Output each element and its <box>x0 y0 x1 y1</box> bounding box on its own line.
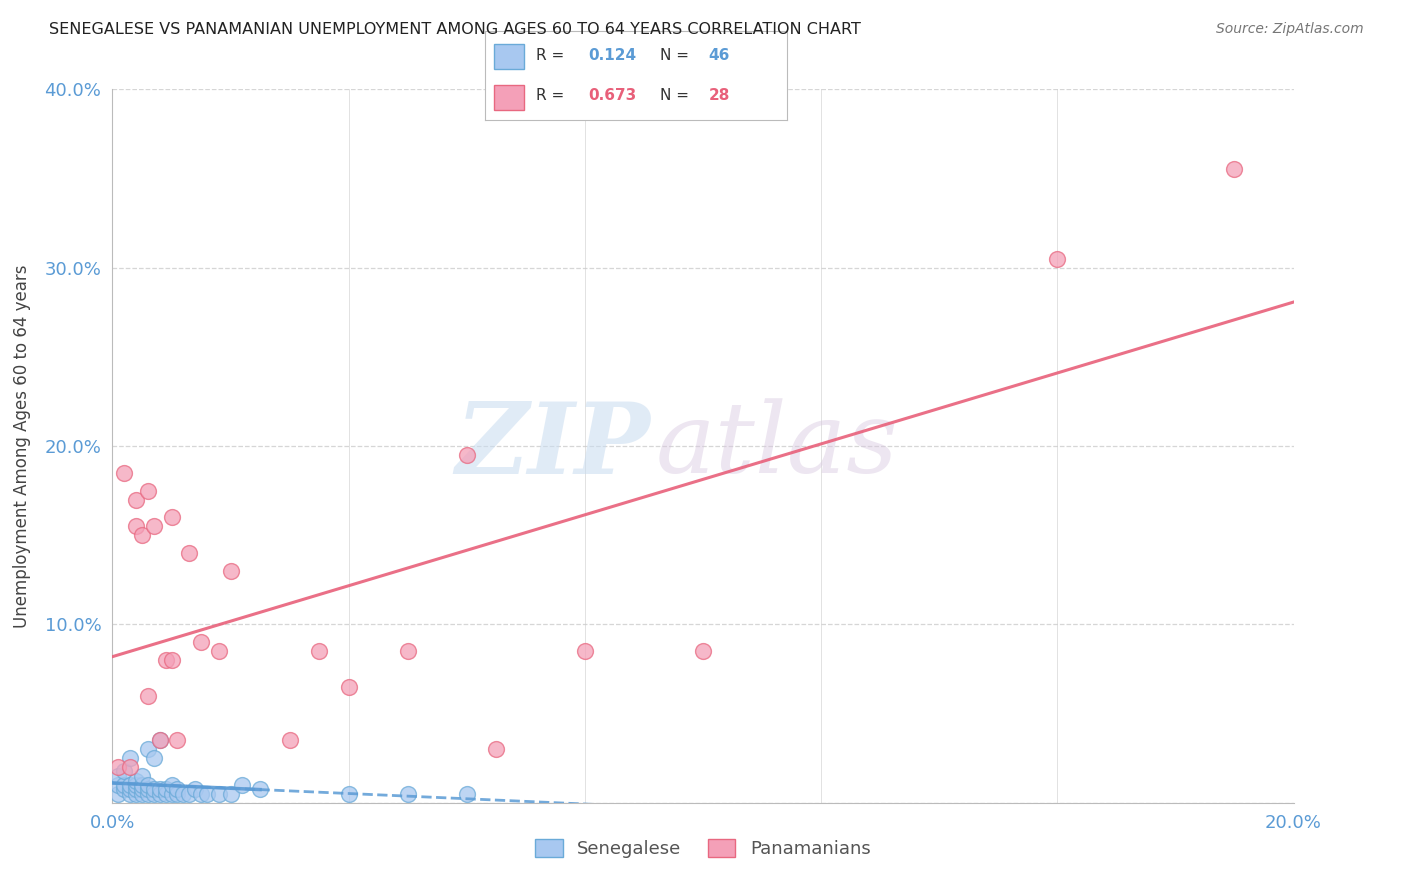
Point <box>125 781 148 796</box>
Point <box>112 764 135 778</box>
Text: Source: ZipAtlas.com: Source: ZipAtlas.com <box>1216 22 1364 37</box>
Point <box>166 733 188 747</box>
Text: R =: R = <box>537 88 569 103</box>
Point <box>149 781 172 796</box>
Text: 46: 46 <box>709 48 730 62</box>
Point <box>149 733 172 747</box>
Point <box>136 483 159 498</box>
Point <box>142 787 165 801</box>
Point <box>131 781 153 796</box>
Point <box>136 781 159 796</box>
Point <box>120 760 142 774</box>
Point <box>160 653 183 667</box>
Point <box>456 787 478 801</box>
Point <box>136 787 159 801</box>
Point <box>120 787 142 801</box>
Point <box>249 781 271 796</box>
Point <box>337 787 360 801</box>
Point <box>131 778 153 792</box>
Legend: Senegalese, Panamanians: Senegalese, Panamanians <box>529 831 877 865</box>
Point <box>149 787 172 801</box>
Point <box>190 787 212 801</box>
Text: 0.673: 0.673 <box>588 88 636 103</box>
Point <box>308 644 330 658</box>
Point <box>125 778 148 792</box>
Point <box>131 528 153 542</box>
Point <box>125 787 148 801</box>
Point <box>142 751 165 765</box>
Point <box>456 448 478 462</box>
Text: R =: R = <box>537 48 569 62</box>
Text: ZIP: ZIP <box>456 398 650 494</box>
Text: 0.124: 0.124 <box>588 48 636 62</box>
Point <box>155 781 177 796</box>
Point <box>160 510 183 524</box>
Point <box>190 635 212 649</box>
Point <box>208 787 231 801</box>
FancyBboxPatch shape <box>494 44 524 69</box>
Point <box>155 653 177 667</box>
Point <box>142 781 165 796</box>
Point <box>208 644 231 658</box>
Point <box>107 760 129 774</box>
Point <box>107 778 129 792</box>
Point <box>131 769 153 783</box>
Point <box>125 519 148 533</box>
Point <box>112 781 135 796</box>
Point <box>112 778 135 792</box>
Text: atlas: atlas <box>655 399 898 493</box>
Point <box>136 689 159 703</box>
Point <box>125 774 148 789</box>
Point <box>136 742 159 756</box>
Point <box>142 519 165 533</box>
Point <box>1223 162 1246 177</box>
FancyBboxPatch shape <box>494 85 524 110</box>
Point <box>1046 252 1069 266</box>
Point <box>172 787 194 801</box>
Point <box>396 787 419 801</box>
Point <box>166 781 188 796</box>
Point <box>219 787 242 801</box>
Text: 28: 28 <box>709 88 730 103</box>
Point <box>107 769 129 783</box>
Point <box>155 787 177 801</box>
Point <box>131 787 153 801</box>
Point <box>195 787 218 801</box>
Point <box>136 778 159 792</box>
Point <box>112 466 135 480</box>
Point <box>278 733 301 747</box>
Text: SENEGALESE VS PANAMANIAN UNEMPLOYMENT AMONG AGES 60 TO 64 YEARS CORRELATION CHAR: SENEGALESE VS PANAMANIAN UNEMPLOYMENT AM… <box>49 22 860 37</box>
Point <box>231 778 253 792</box>
Point <box>120 778 142 792</box>
Text: N =: N = <box>661 88 695 103</box>
Point <box>179 787 201 801</box>
Point <box>692 644 714 658</box>
Point <box>485 742 508 756</box>
Point <box>179 546 201 560</box>
Point <box>574 644 596 658</box>
Point <box>149 733 172 747</box>
Point <box>125 492 148 507</box>
Point <box>160 778 183 792</box>
Point <box>160 787 183 801</box>
Point <box>396 644 419 658</box>
Point <box>184 781 207 796</box>
Point <box>120 781 142 796</box>
Point <box>219 564 242 578</box>
Point <box>120 751 142 765</box>
Point <box>107 787 129 801</box>
Y-axis label: Unemployment Among Ages 60 to 64 years: Unemployment Among Ages 60 to 64 years <box>13 264 31 628</box>
Point <box>337 680 360 694</box>
Text: N =: N = <box>661 48 695 62</box>
Point <box>166 787 188 801</box>
